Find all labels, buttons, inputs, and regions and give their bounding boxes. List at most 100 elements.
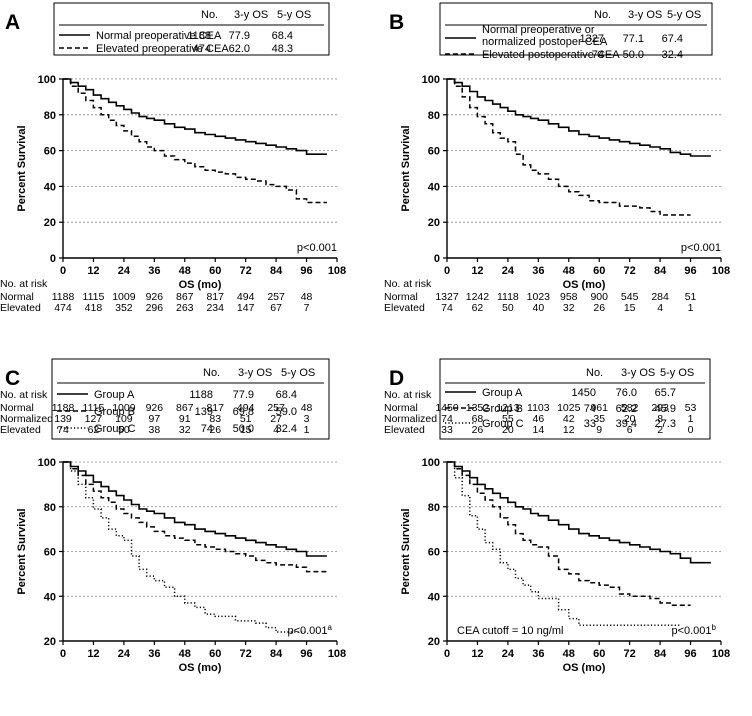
series-line-1 — [63, 461, 327, 557]
legend-value: 69.8 — [233, 406, 254, 418]
y-tick-label: 80 — [428, 110, 440, 122]
x-tick-label: 36 — [532, 265, 544, 277]
p-value: p<0.001 — [297, 242, 337, 254]
x-tick-label: 72 — [240, 265, 252, 277]
y-tick-label: 100 — [38, 457, 56, 469]
risk-value: 1115 — [83, 291, 105, 303]
x-tick-label: 0 — [60, 648, 66, 660]
risk-value: 74 — [441, 302, 453, 314]
legend-value: 27.3 — [655, 418, 676, 430]
x-tick-label: 12 — [471, 265, 483, 277]
p-value-superscript: b — [712, 623, 717, 632]
legend-frame — [439, 358, 711, 440]
x-axis-label: OS (mo) — [563, 279, 606, 291]
risk-value: 1213 — [496, 402, 520, 414]
legend-label: Group B — [94, 406, 135, 418]
x-tick-label: 0 — [444, 265, 450, 277]
risk-value: 6 — [627, 424, 633, 436]
legend-header: 5-y OS — [281, 367, 315, 379]
risk-row-label: Elevated — [0, 424, 41, 436]
risk-value: 257 — [267, 402, 285, 414]
risk-value: 48 — [301, 402, 313, 414]
risk-value: 33 — [441, 424, 453, 436]
x-tick-label: 0 — [444, 648, 450, 660]
x-axis-label: OS (mo) — [179, 662, 222, 674]
legend-header: No. — [201, 9, 218, 21]
panel-d: D No. 3-y OS 5-y OS Group A 1450 76.0 65.7 Group… — [384, 358, 730, 674]
y-tick-label: 0 — [434, 253, 440, 265]
legend-header: 3-y OS — [621, 367, 655, 379]
legend-value: 1188 — [187, 30, 211, 42]
risk-value: 62 — [472, 302, 484, 314]
x-tick-label: 96 — [684, 648, 696, 660]
p-value: p<0.001b — [671, 623, 716, 638]
risk-value: 26 — [209, 424, 221, 436]
risk-row-label: Normal — [384, 291, 418, 303]
risk-value: 50 — [118, 424, 130, 436]
panel-letter: B — [389, 11, 404, 34]
risk-value: 109 — [115, 413, 133, 425]
risk-value: 1 — [304, 424, 310, 436]
risk-value: 42 — [563, 413, 575, 425]
legend-header: 5-y OS — [277, 9, 311, 21]
risk-value: 4 — [273, 424, 279, 436]
risk-value: 545 — [621, 291, 639, 303]
x-tick-label: 108 — [328, 648, 346, 660]
risk-value: 1115 — [83, 402, 105, 414]
risk-value: 961 — [590, 402, 608, 414]
legend-header: No. — [203, 367, 220, 379]
legend-value: 74 — [592, 49, 604, 61]
legend-value: 62.2 — [616, 403, 637, 415]
x-tick-label: 84 — [270, 648, 283, 660]
risk-value: 1188 — [52, 291, 75, 303]
risk-value: 1023 — [527, 291, 551, 303]
legend-value: 50.0 — [233, 423, 254, 435]
legend-value: 48.3 — [272, 43, 293, 55]
legend-value: 77.9 — [229, 30, 250, 42]
legend-value: 1450 — [572, 387, 596, 399]
risk-value: 582 — [621, 402, 639, 414]
series-line-3 — [63, 461, 307, 633]
y-tick-label: 40 — [44, 181, 56, 193]
x-tick-label: 72 — [624, 648, 636, 660]
risk-value: 68 — [472, 413, 484, 425]
x-tick-label: 60 — [593, 265, 605, 277]
annotation: CEA cutoff = 10 ng/ml — [457, 625, 564, 637]
risk-value: 1103 — [527, 402, 550, 414]
legend-value: 59.0 — [276, 406, 297, 418]
legend: No. 3-y OS 5-y OS Group A 1188 77.9 68.4 Group … — [51, 358, 330, 440]
x-tick-label: 108 — [712, 648, 730, 660]
legend-label: Normal preoperative CEA — [96, 30, 222, 42]
legend-frame — [439, 2, 713, 56]
risk-value: 97 — [148, 413, 160, 425]
risk-value: 9 — [596, 424, 602, 436]
risk-value: 20 — [624, 413, 636, 425]
legend-value: 139 — [195, 406, 213, 418]
risk-value: 1188 — [52, 402, 75, 414]
risk-value: 958 — [560, 291, 578, 303]
legend-label: Elevated preoperative CEA — [96, 43, 229, 55]
risk-value: 0 — [688, 424, 694, 436]
legend-value: 67.4 — [662, 33, 683, 45]
risk-value: 494 — [237, 291, 255, 303]
risk-value: 91 — [179, 413, 191, 425]
risk-row-label: Normal — [0, 402, 34, 414]
legend-label: Group A — [94, 389, 135, 401]
risk-value: 926 — [146, 402, 164, 414]
p-value-superscript: a — [328, 623, 333, 632]
risk-value: 1327 — [435, 291, 459, 303]
risk-value: 53 — [685, 402, 697, 414]
risk-value: 15 — [624, 302, 636, 314]
x-tick-label: 48 — [563, 265, 575, 277]
y-tick-label: 60 — [428, 547, 440, 559]
series-line-3 — [447, 461, 681, 627]
y-tick-label: 40 — [428, 591, 440, 603]
risk-value: 817 — [206, 402, 224, 414]
risk-value: 32 — [563, 302, 575, 314]
risk-row-label: Normalized — [384, 413, 437, 425]
y-tick-label: 80 — [428, 502, 440, 514]
x-tick-label: 84 — [654, 648, 667, 660]
x-tick-label: 24 — [502, 648, 515, 660]
